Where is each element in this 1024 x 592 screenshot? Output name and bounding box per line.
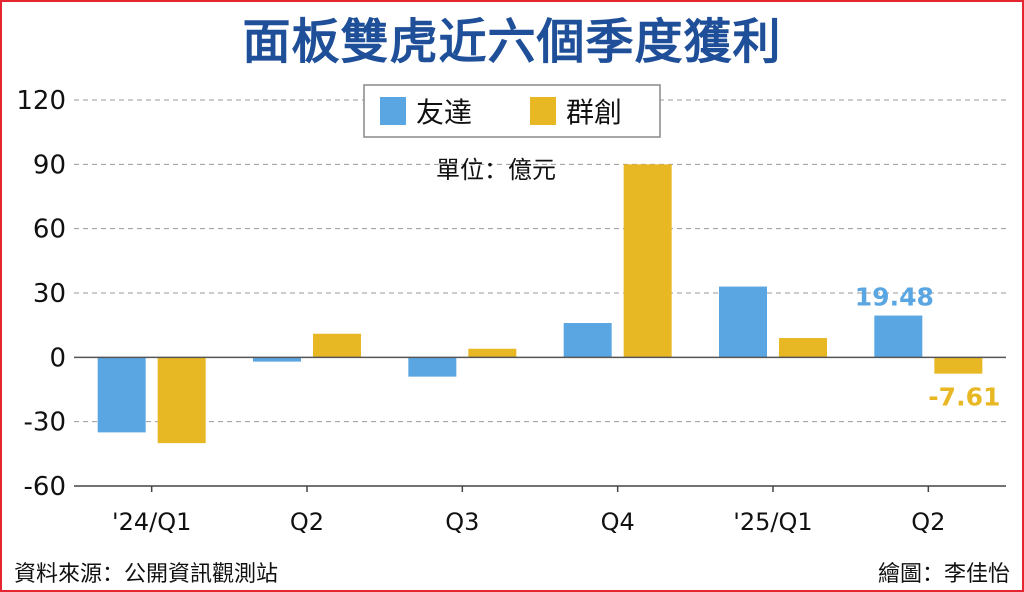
- bar-innolux: [313, 333, 361, 358]
- data-label: -7.61: [928, 383, 1000, 412]
- x-tick-label: Q4: [601, 508, 635, 536]
- bar-auo: [719, 286, 767, 358]
- bar-auo: [563, 323, 612, 358]
- source-note: 資料來源：公開資訊觀測站: [14, 562, 279, 587]
- legend-label: 群創: [566, 96, 622, 129]
- bar-innolux: [157, 357, 206, 444]
- y-tick-label: 120: [16, 86, 66, 116]
- unit-label: 單位：億元: [436, 156, 556, 184]
- y-tick-label: -60: [24, 472, 66, 502]
- y-tick-label: 0: [49, 343, 66, 373]
- y-tick-label: 60: [33, 215, 66, 245]
- legend-swatch: [530, 97, 556, 125]
- bar-innolux: [623, 164, 672, 358]
- x-tick-label: Q3: [445, 508, 479, 536]
- bar-auo: [253, 357, 301, 362]
- x-tick-label: '25/Q1: [733, 508, 812, 536]
- y-tick-label: 30: [33, 279, 66, 309]
- bar-auo: [97, 357, 146, 433]
- x-tick-label: Q2: [290, 508, 324, 536]
- bar-auo: [408, 357, 457, 377]
- legend-box: [363, 84, 661, 138]
- bar-auo: [874, 315, 923, 358]
- bar-innolux: [779, 338, 827, 358]
- credit-note: 繪圖：李佳怡: [877, 562, 1010, 587]
- x-tick-label: '24/Q1: [112, 508, 191, 536]
- chart-title: 面板雙虎近六個季度獲利: [242, 14, 782, 70]
- bar-innolux: [934, 357, 983, 374]
- x-tick-label: Q2: [911, 508, 945, 536]
- y-tick-label: -30: [24, 408, 66, 438]
- y-tick-label: 90: [33, 150, 66, 180]
- bar-innolux: [468, 348, 517, 358]
- legend-label: 友達: [416, 96, 472, 129]
- legend-swatch: [380, 97, 406, 125]
- data-label: 19.48: [855, 283, 934, 312]
